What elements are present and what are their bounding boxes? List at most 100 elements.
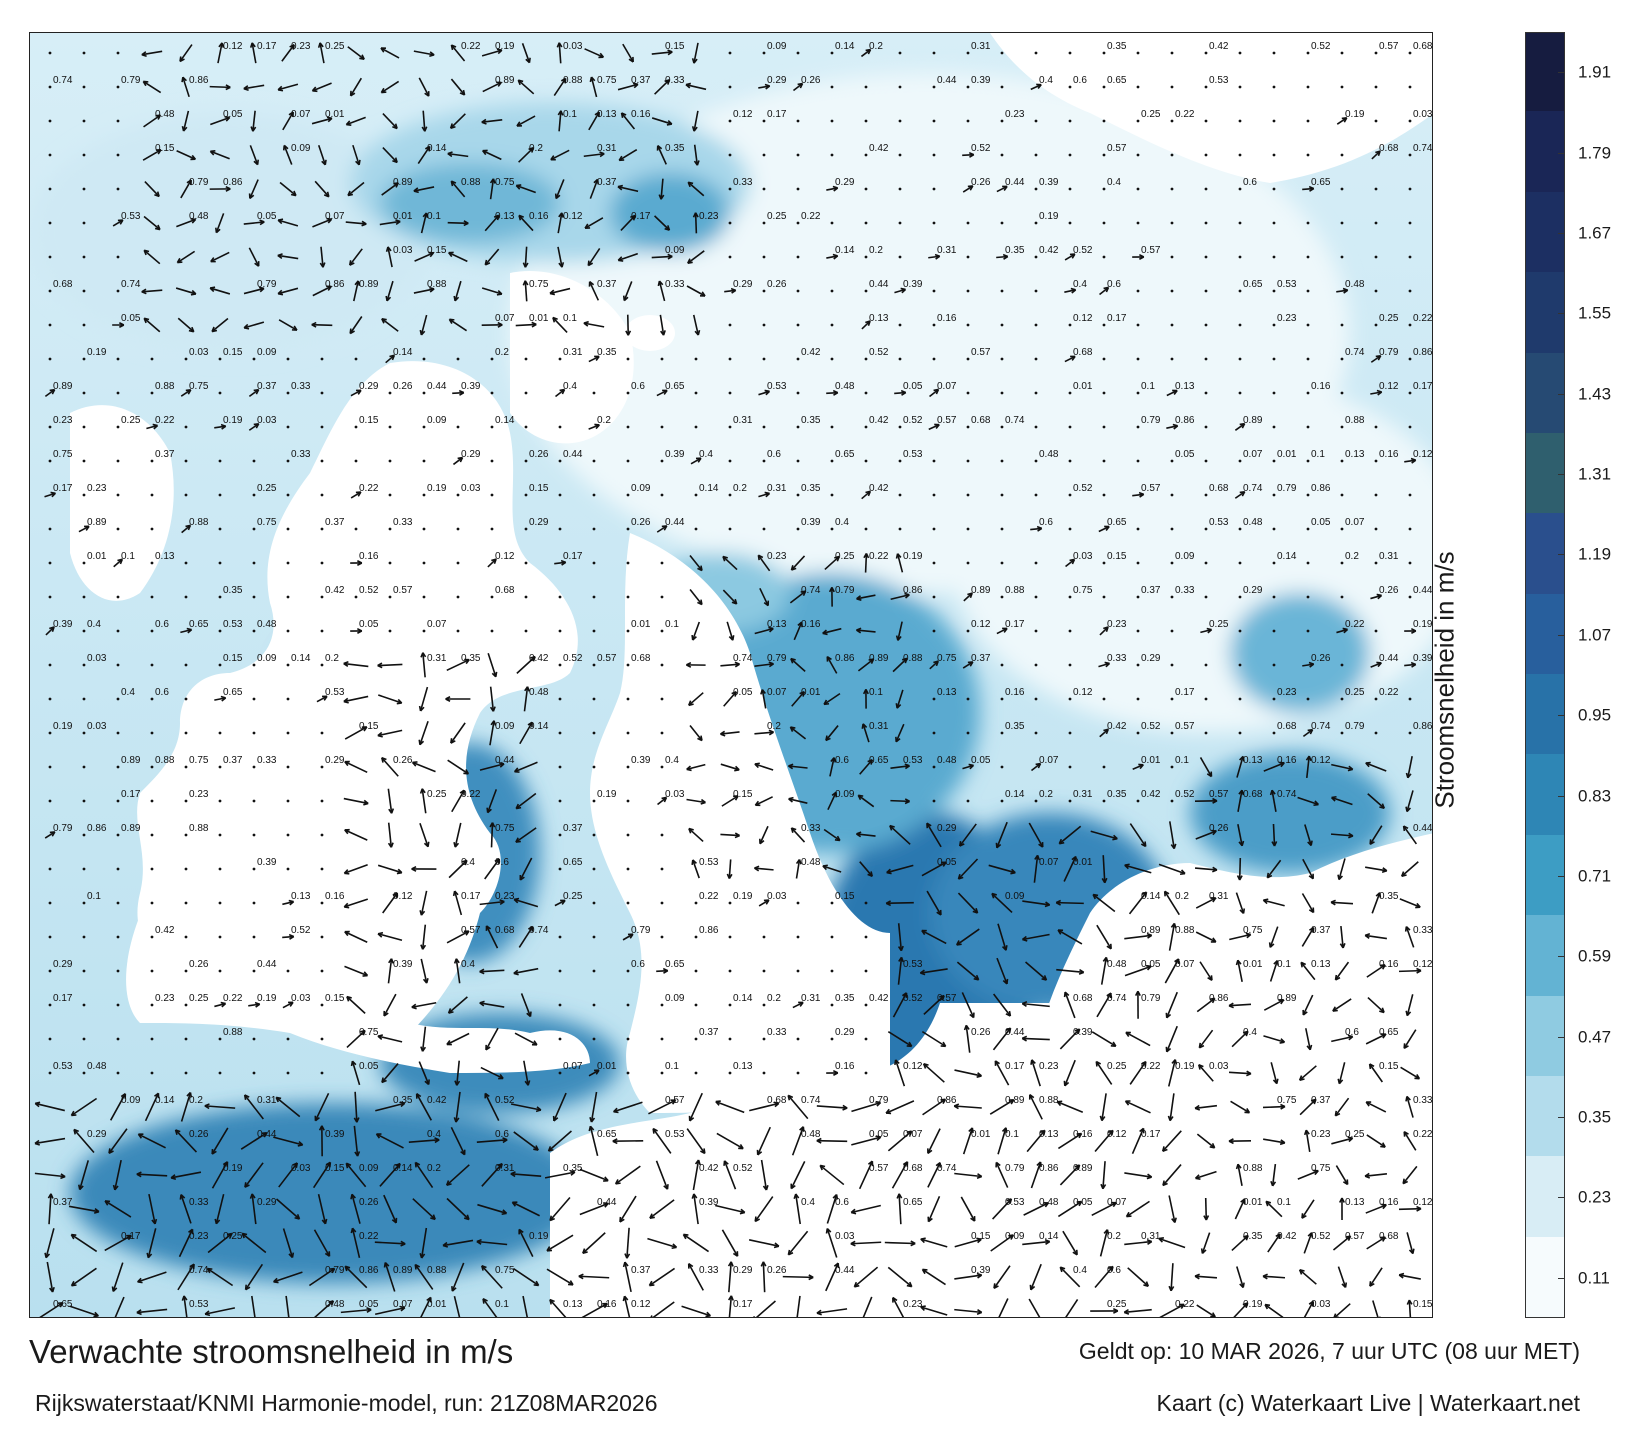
current-arrow: [376, 1133, 404, 1149]
current-arrow-head: [754, 800, 761, 807]
speed-value-label: 0.35: [801, 415, 821, 426]
speed-value-label: 0.57: [597, 653, 617, 664]
speed-value-label: 0.48: [1243, 517, 1263, 528]
current-arrow-head: [963, 1024, 970, 1031]
current-arrow: [1408, 1299, 1412, 1317]
vector-dot: [1272, 629, 1276, 633]
vector-dot: [1000, 799, 1004, 803]
vector-dot: [932, 357, 936, 361]
vector-dot: [1170, 629, 1174, 633]
current-arrow-head: [220, 1001, 227, 1008]
current-arrow: [380, 80, 400, 94]
vector-dot: [48, 901, 52, 905]
current-arrow-head: [976, 1237, 982, 1244]
current-arrow-head: [1406, 1299, 1413, 1305]
current-arrow-head: [377, 1034, 383, 1040]
current-arrow-head: [897, 945, 904, 952]
current-arrow: [620, 214, 636, 232]
vector-dot: [932, 187, 936, 191]
current-arrow-head: [906, 1281, 913, 1288]
speed-value-label: 0.29: [53, 959, 73, 970]
vector-dot: [1238, 391, 1242, 395]
current-arrow: [825, 725, 839, 741]
vector-dot: [660, 697, 664, 701]
current-arrow: [1402, 825, 1418, 845]
vector-dot: [252, 731, 256, 735]
colorbar-tick-mark: [1558, 715, 1565, 717]
current-arrow-head: [648, 1280, 655, 1287]
current-arrow-head: [1239, 490, 1246, 497]
speed-value-label: 0.1: [427, 211, 441, 222]
current-arrow: [1270, 1062, 1278, 1084]
current-arrow-head: [497, 321, 503, 328]
current-arrow-head: [973, 974, 980, 981]
current-arrow-head: [926, 822, 932, 829]
speed-value-label: 0.19: [597, 789, 617, 800]
current-arrow: [619, 1195, 637, 1223]
speed-value-label: 0.01: [597, 1061, 617, 1072]
current-arrow-head: [460, 1149, 466, 1156]
vector-dot: [218, 629, 222, 633]
current-arrow: [46, 1261, 54, 1293]
current-arrow-head: [700, 1148, 706, 1155]
vector-dot: [796, 187, 800, 191]
current-arrow: [794, 1193, 802, 1225]
speed-value-label: 0.86: [359, 1265, 379, 1276]
current-arrow-head: [1036, 1161, 1043, 1168]
vector-dot: [1170, 765, 1174, 769]
current-arrow: [856, 629, 876, 633]
current-arrow: [1198, 1029, 1214, 1049]
current-arrow-head: [1170, 843, 1177, 850]
speed-value-label: 0.37: [563, 823, 583, 834]
current-arrow: [894, 288, 906, 294]
current-arrow-head: [958, 841, 965, 847]
vector-dot: [1238, 255, 1242, 259]
speed-value-label: 0.25: [1209, 619, 1229, 630]
vector-dot: [1204, 697, 1208, 701]
current-arrow-head: [920, 1305, 926, 1312]
current-arrow-head: [277, 218, 284, 225]
current-arrow: [1303, 1232, 1313, 1254]
current-arrow: [1330, 901, 1354, 905]
speed-value-label: 0.16: [835, 1061, 855, 1072]
current-arrow: [476, 1138, 508, 1144]
current-arrow-head: [1347, 765, 1354, 772]
speed-value-label: 0.79: [1141, 415, 1161, 426]
current-arrow-head: [294, 1214, 301, 1220]
current-speed-map[interactable]: 0.12 0.17 0.23 0.25 0.22 0.19 0.03 0.15 0.09 0.14…: [29, 32, 1433, 1318]
speed-value-label: 0.25: [563, 891, 583, 902]
current-arrow-head: [589, 76, 596, 83]
speed-value-label: 0.07: [393, 1299, 413, 1310]
current-arrow: [1028, 1298, 1041, 1317]
current-arrow-head: [788, 796, 794, 803]
current-arrow: [687, 181, 705, 197]
current-arrow: [485, 925, 499, 949]
speed-value-label: 0.14: [1277, 551, 1297, 562]
current-arrow-head: [787, 1094, 794, 1101]
current-arrow: [921, 861, 947, 877]
current-arrow: [277, 254, 299, 260]
speed-value-label: 0.01: [393, 211, 413, 222]
speed-value-label: 0.44: [427, 381, 447, 392]
current-arrow-head: [450, 44, 457, 51]
speed-value-label: 0.48: [835, 381, 855, 392]
vector-dot: [1306, 629, 1310, 633]
current-arrow: [1065, 1299, 1079, 1317]
current-arrow: [1338, 858, 1346, 880]
current-arrow-head: [497, 1162, 503, 1169]
vector-dot: [218, 867, 222, 871]
current-arrow: [414, 1264, 434, 1290]
speed-value-label: 0.14: [427, 143, 447, 154]
speed-value-label: 0.19: [223, 1163, 243, 1174]
vector-dot: [1204, 663, 1208, 667]
current-arrow-head: [790, 565, 797, 571]
current-arrow-head: [1341, 1282, 1348, 1288]
vector-dot: [1034, 51, 1038, 55]
speed-value-label: 0.22: [699, 891, 719, 902]
current-arrow-head: [393, 182, 400, 188]
current-arrow-head: [366, 1307, 372, 1313]
vector-dot: [1408, 731, 1412, 735]
current-arrow-head: [399, 1101, 406, 1108]
vector-dot: [762, 459, 766, 463]
speed-value-label: 0.01: [1243, 1197, 1263, 1208]
